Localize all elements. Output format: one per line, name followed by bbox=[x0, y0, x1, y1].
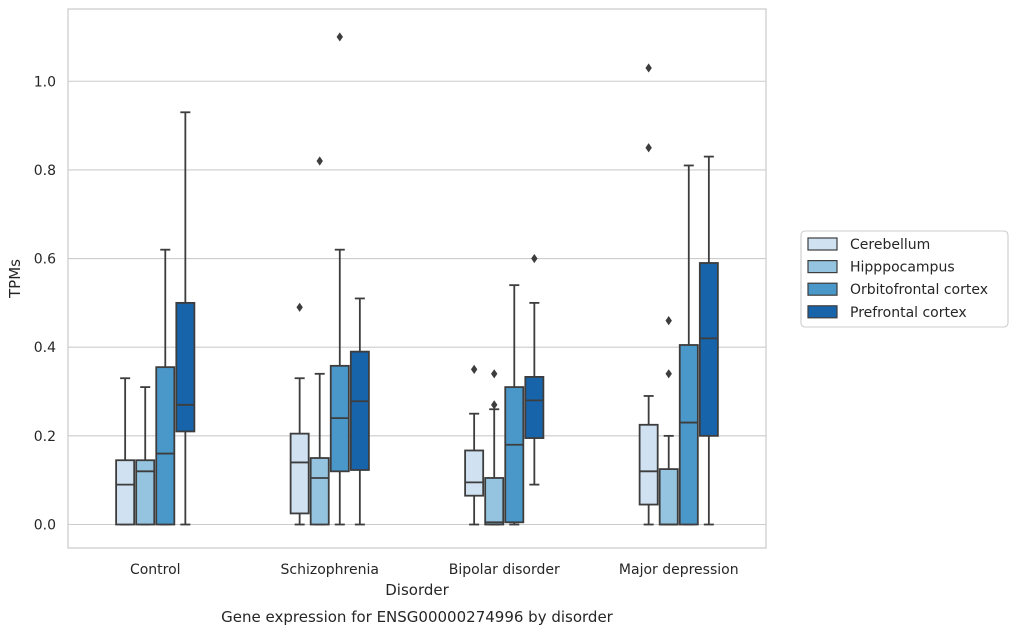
iqr-box bbox=[135, 459, 156, 526]
y-tick-label: 1.0 bbox=[34, 74, 56, 90]
box-groups bbox=[115, 32, 719, 526]
legend-item-cerebellum: Cerebellum bbox=[807, 237, 930, 253]
box-major-depression-prefrontal-cortex bbox=[698, 155, 719, 526]
outlier-point bbox=[296, 302, 303, 312]
legend-item-prefrontal-cortex: Prefrontal cortex bbox=[807, 305, 967, 321]
box-control-cerebellum bbox=[115, 377, 136, 526]
iqr-box bbox=[698, 262, 719, 437]
legend: Cerebellum Hipppocampus Orbitofrontal cort… bbox=[800, 230, 1009, 328]
outlier-point bbox=[491, 400, 498, 410]
box-bipolar-disorder-cerebellum bbox=[464, 364, 485, 526]
y-tick-label: 0.6 bbox=[34, 252, 56, 268]
y-tick-label: 0.0 bbox=[34, 518, 56, 534]
plot-frame bbox=[67, 8, 767, 549]
x-axis-label: Disorder bbox=[385, 581, 449, 599]
legend-frame bbox=[800, 230, 1009, 328]
iqr-box bbox=[504, 386, 525, 524]
x-tick-labels: Control Schizophrenia Bipolar disorder Majo… bbox=[130, 562, 739, 578]
outlier-point bbox=[665, 316, 672, 326]
iqr-box bbox=[309, 457, 330, 526]
box-major-depression-hipppocampus bbox=[658, 316, 679, 526]
outlier-point bbox=[645, 143, 652, 153]
chart-caption: Gene expression for ENSG00000274996 by d… bbox=[221, 608, 614, 626]
legend-swatch bbox=[807, 237, 838, 251]
legend-item-hipppocampus: Hipppocampus bbox=[807, 260, 955, 276]
legend-swatch bbox=[807, 282, 838, 296]
box-schizophrenia-orbitofrontal-cortex bbox=[329, 32, 350, 526]
y-tick-label: 0.2 bbox=[34, 429, 56, 445]
box-major-depression-cerebellum bbox=[638, 63, 659, 526]
x-tick-label: Bipolar disorder bbox=[449, 562, 560, 578]
outlier-point bbox=[491, 369, 498, 379]
outlier-point bbox=[316, 156, 323, 166]
x-tick-label: Schizophrenia bbox=[281, 562, 379, 578]
iqr-box bbox=[484, 477, 505, 526]
box-schizophrenia-prefrontal-cortex bbox=[349, 297, 370, 526]
legend-swatch bbox=[807, 305, 838, 319]
iqr-box bbox=[175, 301, 196, 433]
iqr-box bbox=[638, 423, 659, 506]
iqr-box bbox=[658, 468, 679, 526]
outlier-point bbox=[470, 364, 478, 374]
box-control-orbitofrontal-cortex bbox=[155, 248, 176, 526]
iqr-box bbox=[464, 449, 485, 497]
legend-label: Hipppocampus bbox=[850, 260, 955, 276]
iqr-box bbox=[349, 350, 370, 471]
x-tick-label: Major depression bbox=[619, 562, 739, 578]
iqr-box bbox=[524, 376, 545, 439]
box-bipolar-disorder-prefrontal-cortex bbox=[524, 253, 545, 486]
outlier-point bbox=[336, 32, 343, 42]
legend-swatch bbox=[807, 260, 838, 274]
box-schizophrenia-cerebellum bbox=[289, 302, 310, 526]
box-bipolar-disorder-hipppocampus bbox=[484, 369, 505, 526]
box-control-prefrontal-cortex bbox=[175, 111, 196, 526]
legend-label: Cerebellum bbox=[850, 237, 930, 253]
y-tick-label: 0.4 bbox=[34, 340, 56, 356]
legend-label: Orbitofrontal cortex bbox=[850, 282, 988, 298]
iqr-box bbox=[115, 459, 136, 526]
box-control-hipppocampus bbox=[135, 386, 156, 526]
iqr-box bbox=[289, 432, 310, 515]
y-axis-label: TPMs bbox=[6, 259, 24, 299]
box-schizophrenia-hipppocampus bbox=[309, 156, 330, 526]
outlier-point bbox=[645, 63, 652, 73]
legend-item-orbitofrontal-cortex: Orbitofrontal cortex bbox=[807, 282, 988, 298]
box-major-depression-orbitofrontal-cortex bbox=[678, 164, 699, 526]
iqr-box bbox=[155, 366, 176, 526]
y-tick-label: 0.8 bbox=[34, 163, 56, 179]
x-tick-label: Control bbox=[130, 562, 181, 578]
outlier-point bbox=[531, 253, 538, 264]
box-bipolar-disorder-orbitofrontal-cortex bbox=[504, 284, 525, 526]
iqr-box bbox=[678, 344, 699, 526]
legend-label: Prefrontal cortex bbox=[850, 305, 967, 321]
y-tick-labels: 0.0 0.2 0.4 0.6 0.8 1.0 bbox=[34, 74, 56, 533]
outlier-point bbox=[665, 369, 672, 379]
